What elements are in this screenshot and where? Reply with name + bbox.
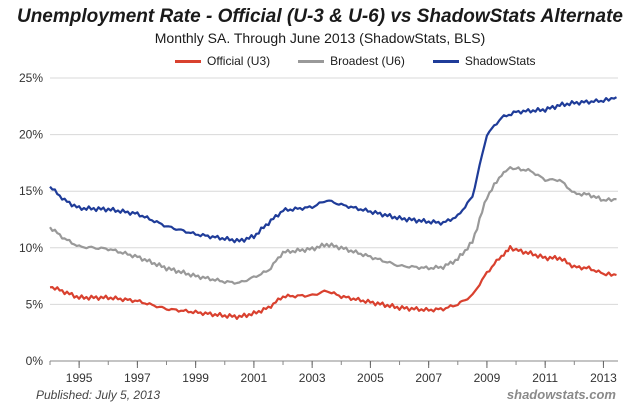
legend-swatch-broadest-u6 <box>298 59 325 63</box>
y-tick-label-15: 15% <box>19 184 43 198</box>
x-tick-label-2011: 2011 <box>532 371 558 385</box>
legend: Official (U3) Broadest (U6) ShadowStats <box>175 54 536 68</box>
chart-subtitle: Monthly SA. Through June 2013 (ShadowSta… <box>154 30 486 46</box>
legend-label-shadowstats: ShadowStats <box>464 54 536 68</box>
legend-swatch-shadowstats <box>432 59 459 63</box>
legend-swatch-official-u3 <box>175 59 201 63</box>
y-tick-label-0: 0% <box>26 354 44 368</box>
tick-label-layer: 0% 5% 10% 15% 20% 25% 1995 1997 1999 2001 2003 2005… <box>19 71 617 385</box>
y-tick-label-5: 5% <box>26 297 44 311</box>
x-tick-label-2003: 2003 <box>299 371 326 385</box>
x-tick-label-2005: 2005 <box>357 371 384 385</box>
legend-label-broadest-u6: Broadest (U6) <box>330 54 405 68</box>
x-tick-label-1997: 1997 <box>124 371 151 385</box>
legend-label-official-u3: Official (U3) <box>207 54 271 68</box>
x-tick-label-2007: 2007 <box>415 371 442 385</box>
grid-layer <box>50 77 618 362</box>
legend-item-official-u3: Official (U3) <box>175 54 270 68</box>
x-tick-label-1995: 1995 <box>66 371 93 385</box>
legend-item-broadest-u6: Broadest (U6) <box>298 54 405 68</box>
legend-item-shadowstats: ShadowStats <box>432 54 536 68</box>
x-tick-label-1999: 1999 <box>182 371 209 385</box>
series-line-broadest-u6 <box>49 166 617 285</box>
watermark: shadowstats.com <box>506 387 616 402</box>
axis-layer <box>49 360 618 368</box>
chart-title: Unemployment Rate - Official (U-3 & U-6)… <box>16 6 623 27</box>
published-date: Published: July 5, 2013 <box>36 388 161 402</box>
x-tick-label-2001: 2001 <box>241 371 268 385</box>
series-line-official-u3 <box>49 245 617 320</box>
y-tick-label-25: 25% <box>19 71 43 85</box>
series-layer <box>49 96 618 320</box>
y-tick-label-10: 10% <box>19 241 43 255</box>
series-line-shadowstats <box>49 96 618 244</box>
x-tick-label-2009: 2009 <box>474 371 501 385</box>
x-tick-label-2013: 2013 <box>590 371 617 385</box>
y-tick-label-20: 20% <box>19 128 43 142</box>
